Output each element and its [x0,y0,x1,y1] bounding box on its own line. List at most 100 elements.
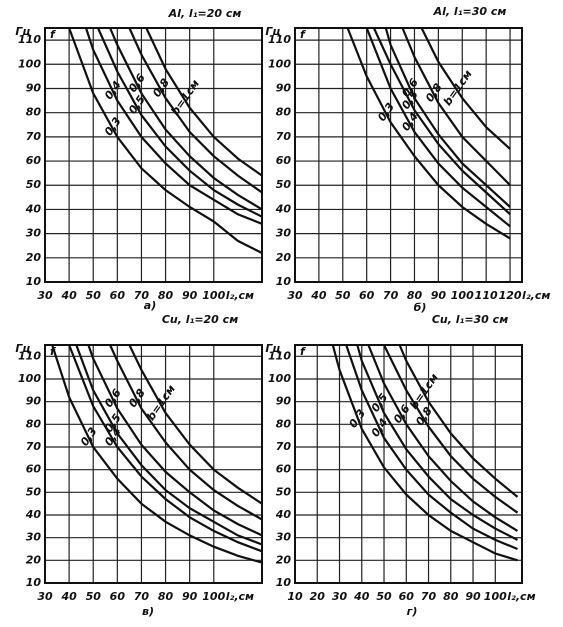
curve [367,344,519,532]
x-tick-label: 50 [86,590,102,603]
y-tick-label: 40 [275,202,292,215]
x-tick-label: 90 [182,590,198,603]
x-tick-label: 60 [110,590,126,603]
y-tick-label: 60 [276,154,292,167]
curve-label: 0,3 [78,425,100,449]
curve [356,344,518,541]
curve [345,344,518,551]
curve [51,344,263,564]
x-axis-label: l₂,см [522,289,550,302]
x-tick-label: 120 [499,289,522,302]
curve [420,27,511,150]
y-axis-label: f [300,345,306,358]
x-tick-label: 80 [407,289,423,302]
y-axis-unit: Гц [15,25,30,38]
y-tick-label: 60 [26,463,42,476]
x-tick-label: 40 [60,289,77,302]
panel-title: Cu, l₁=30 см [432,313,508,326]
x-tick-label: 60 [110,289,126,302]
curve [398,344,519,498]
y-tick-label: 70 [276,130,292,143]
curve [96,27,263,218]
y-tick-label: 50 [26,485,42,498]
y-tick-label: 100 [268,57,291,70]
y-tick-label: 60 [26,154,42,167]
y-tick-label: 50 [26,178,42,191]
x-tick-label: 70 [383,289,399,302]
y-tick-label: 20 [26,251,42,264]
y-tick-label: 50 [276,485,292,498]
y-tick-label: 100 [18,57,41,70]
curve-label: b=1см [144,382,178,422]
curve [68,344,263,553]
y-tick-label: 20 [276,251,292,264]
x-tick-label: 110 [475,289,498,302]
y-tick-label: 60 [276,463,292,476]
y-tick-label: 30 [276,531,292,544]
y-tick-label: 10 [276,275,292,288]
y-tick-label: 70 [276,440,292,453]
x-tick-label: 90 [431,289,447,302]
curve [84,27,263,225]
panel-title: Al, l₁=20 см [168,7,242,20]
panel-label: г) [407,605,418,618]
panel-label: б) [414,301,427,314]
x-tick-label: 70 [421,590,437,603]
y-axis-unit: Гц [265,25,280,38]
plot-frame [294,27,523,283]
y-tick-label: 30 [26,227,42,240]
curve-label: 0,6 [102,386,124,410]
curve-label: 0,3 [375,100,397,124]
x-tick-label: 70 [134,289,150,302]
y-tick-label: 40 [25,508,42,521]
x-tick-label: 40 [310,289,327,302]
panel-title: Cu, l₁=20 см [162,313,238,326]
y-tick-label: 20 [26,553,42,566]
curve [145,27,263,177]
x-tick-label: 80 [443,590,459,603]
curve [87,344,263,537]
x-axis-label: l₂,см [507,590,535,603]
curve-label: 0,8 [150,76,172,100]
plot-frame [294,344,523,584]
y-axis-label: f [50,28,56,41]
x-axis-label: l₂,см [226,289,254,302]
x-tick-label: 90 [465,590,481,603]
curve [128,344,263,505]
curve [109,27,263,211]
y-tick-label: 110 [268,349,291,362]
y-tick-label: 40 [275,508,292,521]
curve [109,344,263,521]
y-tick-label: 100 [268,372,291,385]
curve [68,27,263,254]
y-axis-unit: Гц [15,342,30,355]
y-tick-label: 100 [18,372,41,385]
y-tick-label: 90 [276,395,292,408]
curve [75,344,263,546]
y-tick-label: 40 [25,202,42,215]
x-tick-label: 100 [484,590,507,603]
x-tick-label: 50 [86,289,102,302]
curve [331,344,518,562]
x-tick-label: 40 [60,590,77,603]
y-tick-label: 80 [276,106,292,119]
y-axis-label: f [300,28,306,41]
x-tick-label: 50 [376,590,392,603]
panel-label: в) [142,605,154,618]
x-axis-label: l₂,см [226,590,254,603]
x-tick-label: 30 [37,590,53,603]
y-tick-label: 10 [26,576,42,589]
y-tick-label: 70 [26,440,42,453]
x-tick-label: 30 [287,289,303,302]
x-tick-label: 90 [182,289,198,302]
curve [365,27,511,228]
y-tick-label: 20 [276,553,292,566]
plot-frame [44,344,263,584]
curve [346,27,511,240]
y-tick-label: 30 [26,531,42,544]
y-tick-label: 10 [276,576,292,589]
plot-frame [44,27,263,283]
curve [401,27,511,186]
y-axis-label: f [50,345,56,358]
